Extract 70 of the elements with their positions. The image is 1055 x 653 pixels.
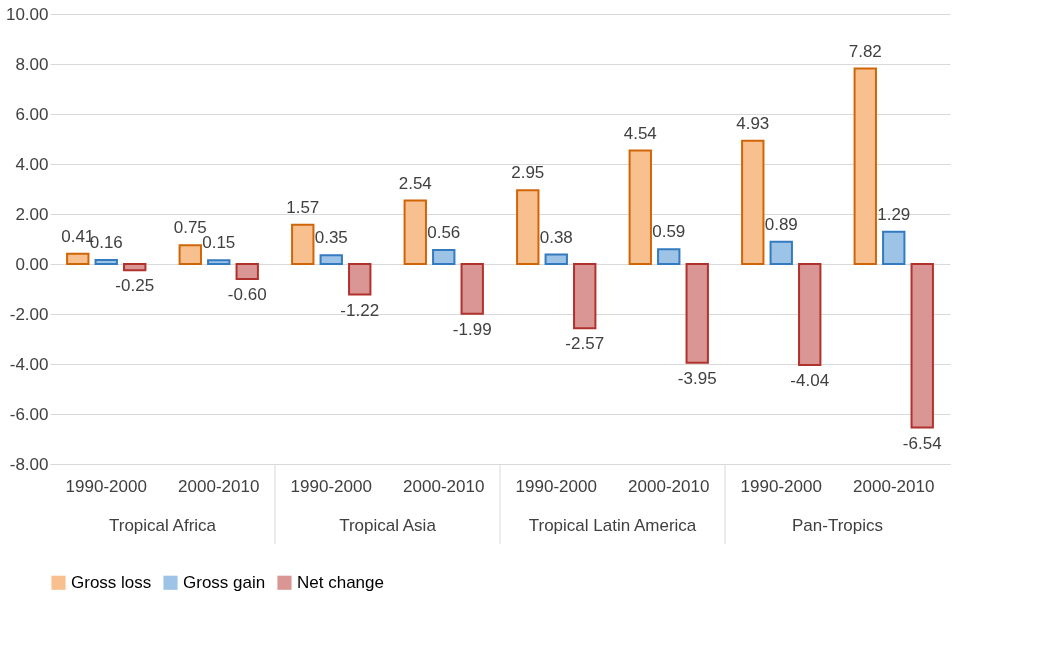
data-label: -0.25 [115, 276, 155, 296]
data-label: 7.82 [848, 41, 882, 61]
bar [460, 263, 484, 315]
bar [544, 253, 568, 265]
bar [66, 252, 90, 265]
data-label: 4.54 [623, 123, 657, 143]
bar [657, 248, 681, 265]
legend-label: Gross loss [71, 572, 152, 592]
y-tick-label: -8.00 [9, 454, 49, 474]
bar [628, 149, 652, 265]
data-label: -0.60 [227, 285, 267, 304]
bar [910, 263, 934, 429]
bar [123, 263, 147, 272]
x-tick-label: 1990-2000 [65, 476, 147, 496]
y-tick-label: 0.00 [15, 254, 49, 274]
y-tick-label: -4.00 [9, 354, 49, 374]
x-tick-label: 2000-2010 [628, 476, 710, 496]
text: Pan-Tropics [791, 516, 884, 535]
data-label: -1.99 [452, 319, 492, 339]
data-label: 0.38 [539, 227, 573, 247]
bar [319, 254, 343, 265]
text: Tropical Asia [339, 516, 437, 535]
bar [178, 244, 202, 265]
bar [207, 259, 231, 265]
y-tick-label: 2.00 [15, 204, 49, 224]
y-tick-label: 6.00 [15, 104, 49, 124]
data-label: -4.04 [790, 371, 830, 390]
x-tick-label: 2000-2010 [178, 476, 260, 496]
x-tick-label: 1990-2000 [740, 476, 822, 496]
bar [94, 259, 118, 265]
bar [741, 139, 765, 265]
data-label: 0.89 [764, 214, 798, 234]
bar [348, 263, 372, 296]
bar [769, 240, 793, 265]
data-label: 4.93 [736, 113, 770, 133]
x-tick-label: 1990-2000 [515, 476, 597, 496]
y-tick-label: 10.00 [5, 4, 49, 24]
text: Tropical Africa [108, 516, 217, 535]
bar [235, 263, 259, 280]
legend-label: Gross gain [183, 572, 266, 592]
data-label: -6.54 [902, 433, 942, 453]
legend-label: Net change [297, 572, 384, 592]
y-tick-label: 8.00 [15, 54, 49, 74]
x-tick-label: 2000-2010 [853, 476, 935, 496]
data-label: 1.29 [877, 204, 911, 224]
bar [403, 199, 427, 265]
bar [798, 263, 822, 366]
bar [432, 249, 456, 265]
data-label: 0.59 [652, 222, 686, 242]
x-tick-label: 2000-2010 [403, 476, 485, 496]
data-label: -3.95 [677, 368, 717, 388]
y-tick-label: 4.00 [15, 154, 49, 174]
data-label: 2.95 [511, 163, 545, 183]
x-tick-label: 1990-2000 [290, 476, 372, 496]
bar [573, 263, 597, 330]
y-tick-label: -6.00 [9, 404, 49, 424]
bar [291, 223, 315, 265]
bar [685, 263, 709, 364]
data-label: 0.35 [314, 228, 348, 248]
data-label: 1.57 [286, 197, 320, 217]
data-label: -2.57 [565, 334, 605, 354]
bar [853, 67, 877, 265]
data-label: 0.15 [202, 233, 236, 253]
y-tick-label: -2.00 [9, 304, 49, 324]
bar [516, 189, 540, 265]
data-label: 2.54 [398, 173, 432, 193]
data-label: 0.56 [427, 223, 461, 242]
data-label: -1.22 [340, 300, 380, 320]
text: Tropical Latin America [528, 516, 697, 535]
bar [882, 230, 906, 265]
